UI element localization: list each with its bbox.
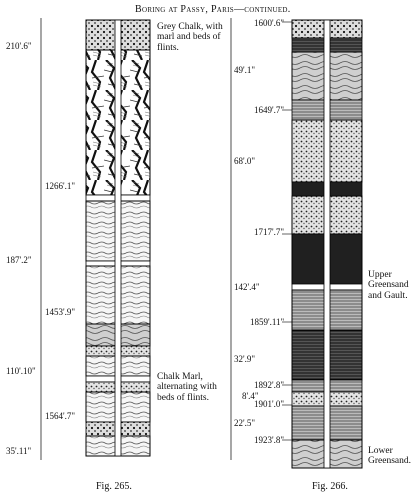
fig265-label-4: 1453'.9": [45, 307, 76, 317]
fig265-label-5: 110'.10": [6, 366, 36, 376]
fig266-thickness-1: 49'.1": [234, 65, 256, 75]
fig265-caption: Fig. 265.: [96, 481, 132, 492]
fig265-label-2: 1266'.1": [45, 181, 76, 191]
fig266-thickness-3: 142'.4": [234, 282, 260, 292]
fig266-depth-7: 1923'.8": [254, 435, 285, 445]
fig265-label-6: 1564'.7": [45, 411, 76, 421]
fig266-caption: Fig. 266.: [312, 481, 348, 492]
fig266-depth-3: 1717'.7": [254, 227, 285, 237]
fig266-thickness-6: 22'.5": [234, 418, 256, 428]
fig266-thickness-4: 32'.9": [234, 354, 256, 364]
fig265-grey-chalk-note: Grey Chalk, with marl and beds of flints…: [157, 22, 223, 53]
fig266-strata: [291, 19, 363, 469]
fig265-label-1: 210'.6": [6, 41, 32, 51]
page-title: Boring at Passy, Paris—continued.: [135, 4, 291, 15]
fig266-upper-greensand-note: Upper Greensand and Gault.: [368, 270, 409, 301]
fig266-depth-1: 1600'.6": [254, 18, 285, 28]
fig266-depth-2: 1649'.7": [254, 105, 285, 115]
fig266-thickness-5: 8'.4": [242, 391, 259, 401]
fig266-depth-5: 1892'.8": [254, 380, 285, 390]
fig265-chalk-marl-note: Chalk Marl, alternating with beds of fli…: [157, 372, 217, 403]
fig265-strata: [85, 19, 151, 457]
fig265-label-7: 35'.11": [6, 446, 32, 456]
fig266-depth-4: 1859'.11": [250, 317, 285, 327]
fig266-depth-6: 1901'.0": [254, 399, 285, 409]
fig265-label-3: 187'.2": [6, 255, 32, 265]
fig266-thickness-2: 68'.0": [234, 156, 256, 166]
fig266-lower-greensand-note: Lower Greensand.: [368, 446, 411, 467]
fig266-ticks: [282, 21, 292, 441]
